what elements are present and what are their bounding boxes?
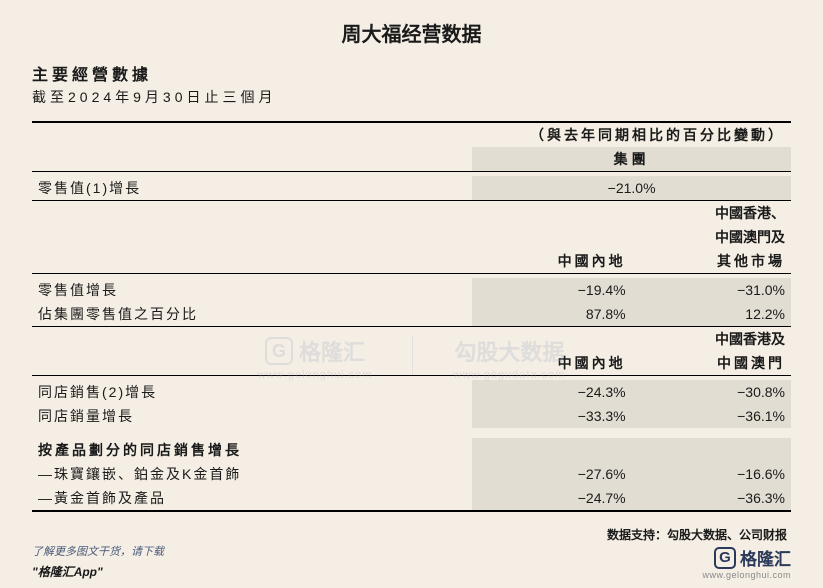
b2-r1-a: −24.3% [472,380,631,404]
footer-line2: "格隆汇App" [32,563,791,580]
b1-r2-a: 87.8% [472,302,631,327]
footer: 了解更多图文干货，请下载 "格隆汇App" [32,543,791,580]
retail-growth-value: −21.0% [472,176,791,201]
b2-colb-l2: 中國澳門 [632,351,791,376]
b3-title: 按產品劃分的同店銷售增長 [32,438,472,462]
page-title: 周大福经营数据 [32,18,791,47]
b1-cola: 中國內地 [472,249,631,274]
b1-r2-label: 佔集團零售值之百分比 [32,302,472,327]
b2-r2-b: −36.1% [632,404,791,428]
b1-colb-l3: 其他市場 [632,249,791,274]
b3-r1-label: —珠寶鑲嵌、鉑金及K金首飾 [32,462,472,486]
b2-colb-l1: 中國香港及 [632,327,791,352]
b3-r1-b: −16.6% [632,462,791,486]
footer-line1: 了解更多图文干货，请下载 [32,543,791,559]
logo-g-icon: G [714,547,736,569]
b1-r2-b: 12.2% [632,302,791,327]
b2-r2-a: −33.3% [472,404,631,428]
logo-text: 格隆汇 [740,545,791,570]
b1-colb-l2: 中國澳門及 [632,225,791,249]
b1-colb-l1: 中國香港、 [632,201,791,226]
b2-r1-label: 同店銷售(2)增長 [32,380,472,404]
b3-r2-label: —黃金首飾及產品 [32,486,472,511]
b3-r2-b: −36.3% [632,486,791,511]
b3-r2-a: −24.7% [472,486,631,511]
b1-r1-b: −31.0% [632,278,791,302]
brand-logo: G 格隆汇 www.gelonghui.com [702,545,791,580]
b2-r2-label: 同店銷量增長 [32,404,472,428]
retail-growth-label: 零售值(1)增長 [32,176,472,201]
b3-r1-a: −27.6% [472,462,631,486]
b2-cola: 中國內地 [472,351,631,376]
header-group: 集團 [472,147,791,172]
period: 截至2024年9月30日止三個月 [32,87,791,107]
b2-r1-b: −30.8% [632,380,791,404]
b1-r1-a: −19.4% [472,278,631,302]
data-table: （與去年同期相比的百分比變動） 集團 零售值(1)增長 −21.0% 中國香港、… [32,121,791,516]
subtitle: 主要經營數據 [32,61,791,85]
logo-url: www.gelonghui.com [702,570,791,580]
data-source: 数据支持：勾股大数据、公司财报 [32,526,791,543]
header-note: （與去年同期相比的百分比變動） [472,122,791,147]
b1-r1-label: 零售值增長 [32,278,472,302]
